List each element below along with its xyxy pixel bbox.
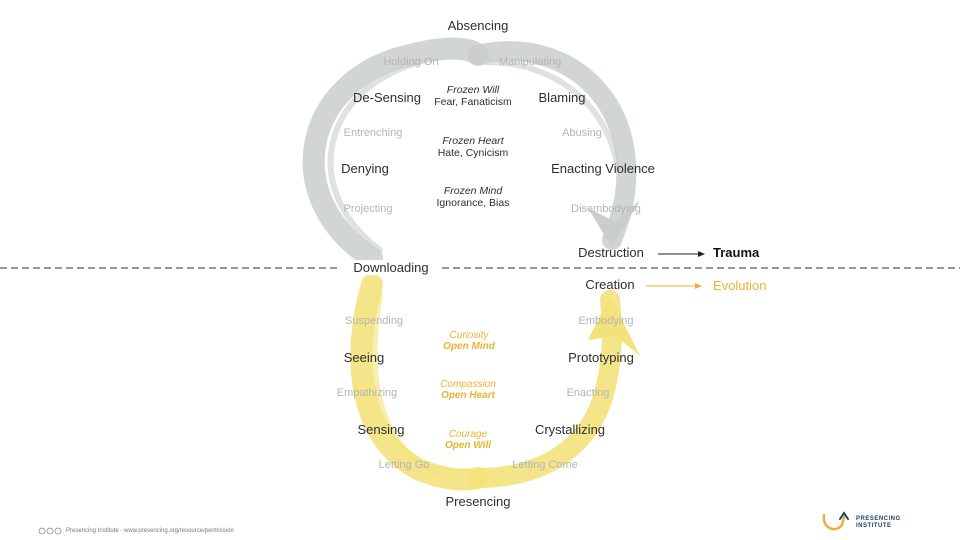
label-enacting: Enacting (566, 387, 610, 399)
label-letting-go: Letting Go (378, 459, 430, 471)
label-de-sensing: De-Sensing (353, 90, 421, 105)
label-projecting: Projecting (343, 203, 393, 215)
open-will: Courage Open Will (445, 429, 491, 451)
label-presencing: Presencing (445, 494, 511, 509)
open-will-title: Courage (448, 429, 488, 440)
label-blaming: Blaming (538, 90, 586, 105)
gray-brush-loop (302, 37, 637, 269)
open-mind: Curiosity Open Mind (443, 330, 495, 352)
label-letting-come: Letting Come (512, 459, 578, 471)
label-entrenching: Entrenching (343, 127, 403, 139)
logo-line-1: PRESENCING (856, 516, 901, 522)
label-creation: Creation (585, 277, 635, 292)
evolution-arrow-head (695, 283, 702, 289)
label-evolution: Evolution (713, 278, 767, 293)
label-downloading: Downloading (347, 260, 435, 275)
open-heart-sub: Open Heart (441, 390, 495, 401)
label-crystallizing: Crystallizing (534, 422, 606, 437)
footer-text: Presencing Institute - www.presencing.or… (66, 528, 234, 534)
open-will-sub: Open Will (444, 440, 492, 451)
label-disembodying: Disembodying (571, 203, 641, 215)
yellow-dot-bottom (472, 472, 484, 484)
frozen-will-sub: Fear, Fanaticism (434, 96, 512, 108)
frozen-heart-sub: Hate, Cynicism (437, 147, 509, 159)
label-absencing: Absencing (447, 18, 509, 33)
trauma-arrow-head (698, 251, 705, 257)
label-embodying: Embodying (578, 315, 634, 327)
label-trauma: Trauma (713, 245, 760, 260)
label-abusing: Abusing (562, 127, 602, 139)
frozen-will: Frozen Will Fear, Fanaticism (434, 84, 512, 108)
gray-dot-top (472, 50, 484, 62)
frozen-mind-sub: Ignorance, Bias (436, 197, 510, 209)
frozen-mind-title: Frozen Mind (443, 185, 503, 197)
label-seeing: Seeing (343, 350, 385, 365)
label-holding-on: Holding On (383, 56, 439, 68)
label-prototyping: Prototyping (568, 350, 634, 365)
frozen-heart-title: Frozen Heart (442, 135, 504, 147)
open-mind-title: Curiosity (449, 330, 489, 341)
label-empathizing: Empathizing (336, 387, 398, 399)
label-manipulating: Manipulating (498, 56, 562, 68)
u-logo-icon (822, 511, 849, 531)
footer: Presencing Institute - www.presencing.or… (38, 527, 234, 535)
presencing-institute-logo[interactable]: PRESENCING INSTITUTE (820, 511, 901, 535)
frozen-will-title: Frozen Will (446, 84, 500, 96)
label-sensing: Sensing (357, 422, 405, 437)
label-destruction: Destruction (578, 245, 644, 260)
frozen-mind: Frozen Mind Ignorance, Bias (437, 185, 510, 209)
open-heart-title: Compassion (440, 379, 496, 390)
logo-line-2: INSTITUTE (856, 523, 892, 529)
yellow-arrow-head (588, 296, 640, 356)
label-denying: Denying (341, 161, 389, 176)
logo-text: PRESENCING INSTITUTE (856, 516, 901, 530)
label-enacting-violence: Enacting Violence (551, 161, 655, 176)
creative-commons-icons (38, 527, 62, 535)
label-suspending: Suspending (344, 315, 404, 327)
gray-arrow-head (588, 200, 640, 248)
open-heart: Compassion Open Heart (440, 379, 496, 401)
frozen-heart: Frozen Heart Hate, Cynicism (438, 135, 509, 159)
open-mind-sub: Open Mind (443, 341, 495, 352)
